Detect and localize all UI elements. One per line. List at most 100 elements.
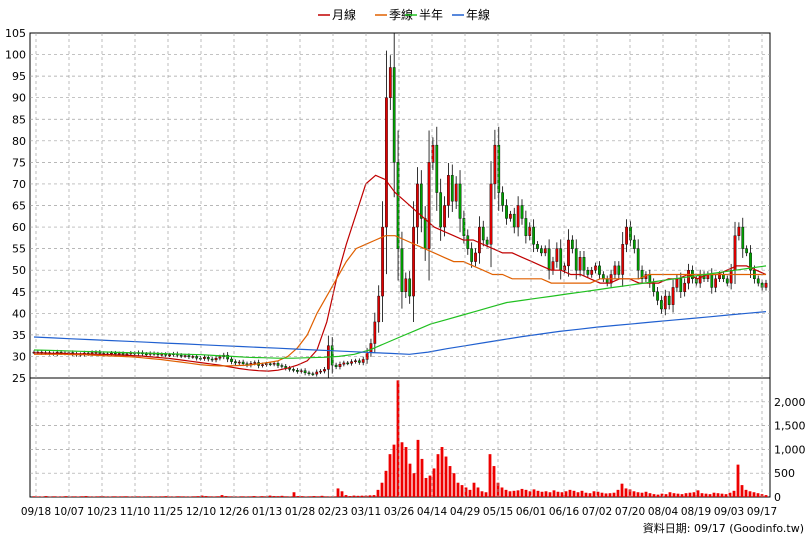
price-y-tick-label: 75: [12, 156, 26, 169]
volume-bar: [52, 496, 56, 497]
x-tick-label: 11/25: [153, 506, 183, 518]
volume-bar: [764, 495, 768, 497]
volume-bar: [676, 493, 680, 497]
volume-bar: [592, 491, 596, 497]
candle-body: [636, 248, 640, 271]
candle-body: [179, 354, 183, 357]
volume-bar: [404, 447, 408, 497]
volume-bar: [564, 491, 568, 497]
volume-bar: [200, 495, 204, 497]
candle-body: [601, 274, 605, 280]
volume-bar: [72, 496, 76, 497]
volume-bar: [452, 473, 456, 497]
candle-body: [590, 269, 594, 275]
volume-bar: [220, 495, 224, 497]
volume-bar: [708, 494, 712, 497]
candle-body: [218, 356, 222, 359]
price-y-tick-label: 30: [12, 350, 26, 363]
volume-bar: [304, 496, 308, 497]
volume-bar: [108, 496, 112, 498]
candle-body: [625, 226, 628, 245]
volume-bar: [448, 466, 452, 497]
volume-bar: [384, 470, 388, 497]
volume-bar: [136, 496, 140, 497]
candle-body: [203, 357, 206, 359]
candle-body: [582, 257, 586, 271]
candle-body: [524, 218, 528, 236]
volume-bar: [420, 458, 424, 497]
candle-body: [276, 363, 280, 366]
candle-body: [253, 362, 257, 364]
candle-body: [261, 364, 264, 366]
volume-bar: [464, 487, 468, 497]
candle-body: [195, 356, 199, 359]
series-line-half-year: [33, 265, 767, 359]
volume-bar: [440, 447, 444, 497]
volume-bar: [712, 492, 716, 497]
candle-body: [718, 274, 721, 280]
candle-body: [400, 248, 404, 292]
volume-bar: [628, 489, 632, 497]
candle-body: [547, 248, 551, 271]
candle-body: [741, 226, 745, 249]
price-y-tick-label: 60: [12, 221, 26, 234]
volume-bar: [160, 496, 164, 497]
volume-bar: [260, 496, 264, 497]
candle-body: [191, 356, 195, 358]
volume-bar: [204, 496, 208, 497]
volume-bar: [80, 496, 84, 497]
candle-body: [427, 162, 431, 249]
candle-body: [234, 361, 237, 364]
volume-bar: [368, 495, 372, 497]
volume-bar: [460, 485, 464, 497]
volume-bar: [540, 491, 544, 497]
volume-bar: [444, 456, 448, 497]
volume-bar: [724, 494, 728, 497]
volume-bar: [728, 492, 732, 497]
candle-body: [493, 144, 497, 185]
candle-body: [660, 300, 663, 310]
candle-body: [516, 205, 520, 228]
x-tick-label: 09/17: [747, 506, 777, 518]
candle-body: [334, 364, 338, 367]
volume-bar: [128, 496, 132, 498]
volume-bar: [732, 490, 736, 497]
candle-body: [272, 363, 276, 365]
candle-body: [110, 352, 113, 355]
volume-bar: [144, 496, 148, 497]
candle-body: [501, 192, 504, 206]
volume-bar: [156, 496, 160, 497]
candle-body: [296, 370, 299, 372]
candle-body: [563, 265, 566, 271]
candle-body: [164, 354, 168, 356]
candle-body: [671, 287, 675, 305]
candle-body: [532, 226, 535, 245]
volume-bar: [96, 496, 100, 497]
x-tick-label: 04/29: [450, 506, 480, 518]
candle-body: [292, 369, 295, 371]
candle-body: [663, 295, 667, 310]
volume-bar: [268, 495, 272, 497]
volume-bar: [176, 496, 180, 497]
candle-body: [416, 183, 419, 228]
price-y-tick-label: 45: [12, 286, 26, 299]
volume-bar: [332, 496, 336, 497]
price-plot-area: [29, 32, 771, 379]
volume-bar: [412, 473, 416, 497]
volume-bar: [648, 493, 652, 497]
volume-bar: [696, 490, 700, 497]
x-tick-label: 10/07: [54, 506, 84, 518]
candle-body: [357, 360, 361, 363]
candle-body: [481, 226, 485, 241]
volume-bar: [388, 454, 392, 497]
volume-bar: [736, 464, 740, 497]
volume-y-tick-label: 2,000: [774, 396, 806, 409]
candle-body: [450, 175, 454, 202]
volume-bar: [164, 496, 168, 497]
volume-bar: [424, 477, 428, 497]
source-note: 資料日期: 09/17 (Goodinfo.tw): [643, 521, 804, 535]
volume-bar: [604, 493, 608, 497]
candle-body: [710, 274, 714, 288]
volume-bar: [40, 496, 44, 498]
volume-bar: [116, 496, 120, 497]
